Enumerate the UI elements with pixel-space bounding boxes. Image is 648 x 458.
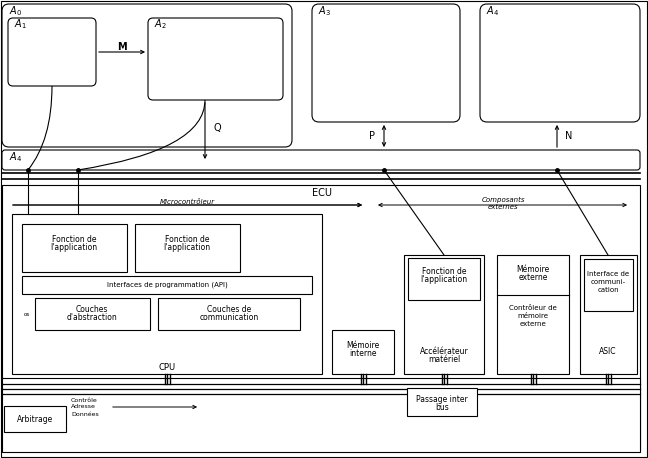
Text: l'application: l'application <box>163 244 211 252</box>
Text: Fonction de: Fonction de <box>165 235 209 245</box>
Text: communication: communication <box>200 313 259 322</box>
FancyBboxPatch shape <box>148 18 283 100</box>
Text: os: os <box>24 312 30 317</box>
Text: l'application: l'application <box>421 276 468 284</box>
Text: Arbitrage: Arbitrage <box>17 414 53 424</box>
Bar <box>2 185 640 450</box>
Text: $A_0$: $A_0$ <box>9 4 22 18</box>
Text: Accélérateur: Accélérateur <box>420 348 469 356</box>
Text: Mémoire: Mémoire <box>516 266 550 274</box>
Text: P: P <box>369 131 375 141</box>
Text: ASIC: ASIC <box>599 348 617 356</box>
Bar <box>407 388 477 416</box>
Text: $A_4$: $A_4$ <box>9 150 22 164</box>
Text: d'abstraction: d'abstraction <box>67 313 117 322</box>
Text: CPU: CPU <box>159 362 176 371</box>
Text: N: N <box>565 131 572 141</box>
Text: ECU: ECU <box>312 188 332 198</box>
Text: Données: Données <box>71 411 98 416</box>
Bar <box>158 298 300 330</box>
Bar <box>135 224 240 272</box>
FancyBboxPatch shape <box>480 4 640 122</box>
Text: cation: cation <box>597 287 619 293</box>
Bar <box>332 330 394 374</box>
Text: $A_2$: $A_2$ <box>154 17 167 31</box>
Text: $A_3$: $A_3$ <box>318 4 331 18</box>
Text: interne: interne <box>349 349 376 359</box>
Text: mémoire: mémoire <box>518 313 548 319</box>
Text: Passage inter: Passage inter <box>416 394 468 403</box>
Text: M: M <box>117 42 127 52</box>
Text: Microcontrôleur: Microcontrôleur <box>159 199 214 205</box>
Bar <box>22 224 127 272</box>
Text: Couches: Couches <box>76 305 108 315</box>
FancyBboxPatch shape <box>312 4 460 122</box>
Bar <box>404 255 484 374</box>
Text: Mémoire: Mémoire <box>347 342 380 350</box>
Text: l'application: l'application <box>51 244 98 252</box>
Bar <box>584 259 633 311</box>
Text: Couches de: Couches de <box>207 305 251 315</box>
Bar <box>22 276 312 294</box>
Text: Interface de: Interface de <box>587 271 629 277</box>
Text: bus: bus <box>435 403 449 411</box>
Text: Contrôleur de: Contrôleur de <box>509 305 557 311</box>
Text: Adresse: Adresse <box>71 404 96 409</box>
Bar <box>35 298 150 330</box>
FancyBboxPatch shape <box>2 150 640 170</box>
Text: externes: externes <box>488 204 518 210</box>
Text: Interfaces de programmation (API): Interfaces de programmation (API) <box>107 282 227 288</box>
Text: Fonction de: Fonction de <box>422 267 467 277</box>
Bar <box>4 406 66 432</box>
Text: externe: externe <box>518 273 548 283</box>
Text: Composants: Composants <box>481 197 525 203</box>
Text: matériel: matériel <box>428 355 460 365</box>
Bar <box>12 214 322 374</box>
FancyBboxPatch shape <box>2 4 292 147</box>
FancyBboxPatch shape <box>8 18 96 86</box>
Text: Fonction de: Fonction de <box>52 235 97 245</box>
Text: $A_4$: $A_4$ <box>486 4 499 18</box>
Text: $A_1$: $A_1$ <box>14 17 27 31</box>
Bar <box>497 255 569 374</box>
Text: communi-: communi- <box>590 279 625 285</box>
Text: Contrôle: Contrôle <box>71 398 98 403</box>
Bar <box>408 258 480 300</box>
Text: Q: Q <box>213 123 220 133</box>
Bar <box>580 255 637 374</box>
Bar <box>2 378 640 452</box>
Text: externe: externe <box>520 321 546 327</box>
